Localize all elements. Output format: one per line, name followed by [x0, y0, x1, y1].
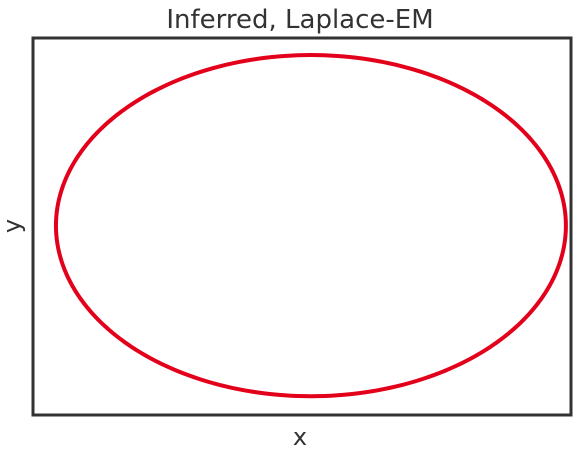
chart-title: Inferred, Laplace-EM — [166, 5, 433, 35]
series-layer — [53, 53, 568, 399]
trajectory-line-0 — [53, 53, 568, 399]
plot-frame — [31, 36, 573, 417]
y-axis-label: y — [0, 219, 26, 233]
x-axis-label: x — [293, 423, 307, 451]
